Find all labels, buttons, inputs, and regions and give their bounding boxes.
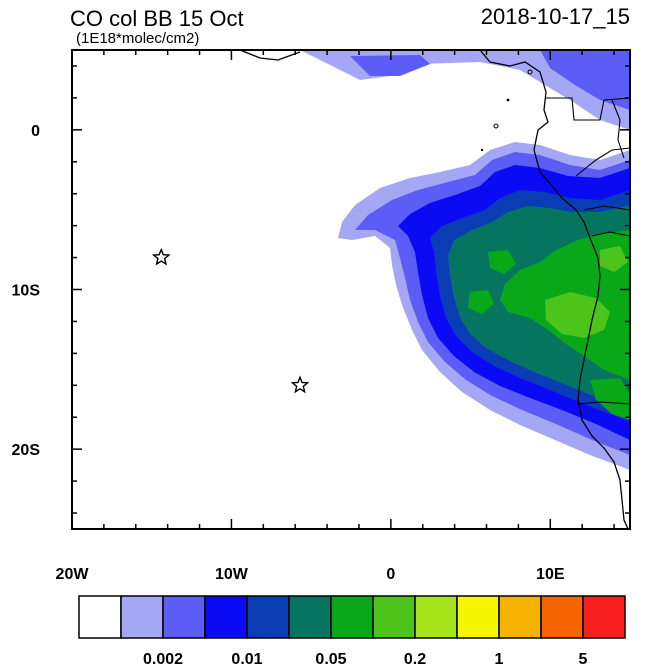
timestamp-label: 2018-10-17_15 <box>481 4 630 29</box>
colorbar-swatch <box>456 595 500 639</box>
co-contour-level-6-south <box>590 378 630 420</box>
colorbar-swatch <box>540 595 584 639</box>
colorbar-swatch <box>246 595 290 639</box>
colorbar-swatch <box>330 595 374 639</box>
island-sao-tome <box>493 123 499 129</box>
island-principe <box>506 98 510 102</box>
africa-coastline <box>239 50 629 529</box>
island-annobon <box>480 148 484 152</box>
island-bioko <box>527 69 533 75</box>
colorbar-label: 0.2 <box>404 651 426 667</box>
co-contour-level-7 <box>545 292 610 338</box>
x-tick-label: 20W <box>56 566 90 583</box>
gabon-border <box>546 97 630 121</box>
colorbar-label: 0.05 <box>315 651 346 667</box>
x-tick-label: 10W <box>215 566 249 583</box>
axis-ticks <box>71 50 630 529</box>
map-title: CO col BB 15 Oct <box>70 6 244 31</box>
station-markers <box>151 247 310 394</box>
namibia-border <box>577 401 630 405</box>
colorbar-label: 0.01 <box>231 651 262 667</box>
co-contour-top-north-right <box>540 50 630 110</box>
colorbar-swatch <box>204 595 248 639</box>
y-axis-labels: 0 10S 20S <box>12 123 41 459</box>
co-contour-level-6-mid <box>488 250 516 274</box>
co-contour-level-6-west <box>468 290 494 314</box>
colorbar-swatch <box>120 595 164 639</box>
co-contour-top-north-mid <box>350 55 430 76</box>
inland-border <box>611 99 625 159</box>
colorbar-swatch <box>162 595 206 639</box>
co-contour-level-7-small <box>600 246 628 272</box>
colorbar-swatch <box>498 595 542 639</box>
colorbar-swatch <box>78 595 122 639</box>
colorbar-label: 5 <box>579 651 588 667</box>
colorbar-swatch <box>372 595 416 639</box>
y-tick-label: 20S <box>12 442 41 459</box>
colorbar-labels: 0.002 0.01 0.05 0.2 1 5 <box>143 651 588 667</box>
x-tick-label: 10E <box>536 566 565 583</box>
y-tick-label: 10S <box>12 283 41 300</box>
star-marker-ascension <box>151 247 171 266</box>
x-axis-labels: 20W 10W 0 10E <box>56 566 565 583</box>
colorbar-label: 1 <box>495 651 504 667</box>
co-field <box>239 50 630 529</box>
colorbar-swatch <box>288 595 332 639</box>
angola-border <box>583 205 630 237</box>
y-tick-label: 0 <box>31 123 40 140</box>
star-marker-st-helena <box>290 375 310 394</box>
colorbar-swatch <box>414 595 458 639</box>
units-label: (1E18*molec/cm2) <box>76 30 199 47</box>
colorbar-swatch <box>582 595 626 639</box>
colorbar <box>78 595 626 639</box>
colorbar-label: 0.002 <box>143 651 183 667</box>
x-tick-label: 0 <box>386 566 395 583</box>
